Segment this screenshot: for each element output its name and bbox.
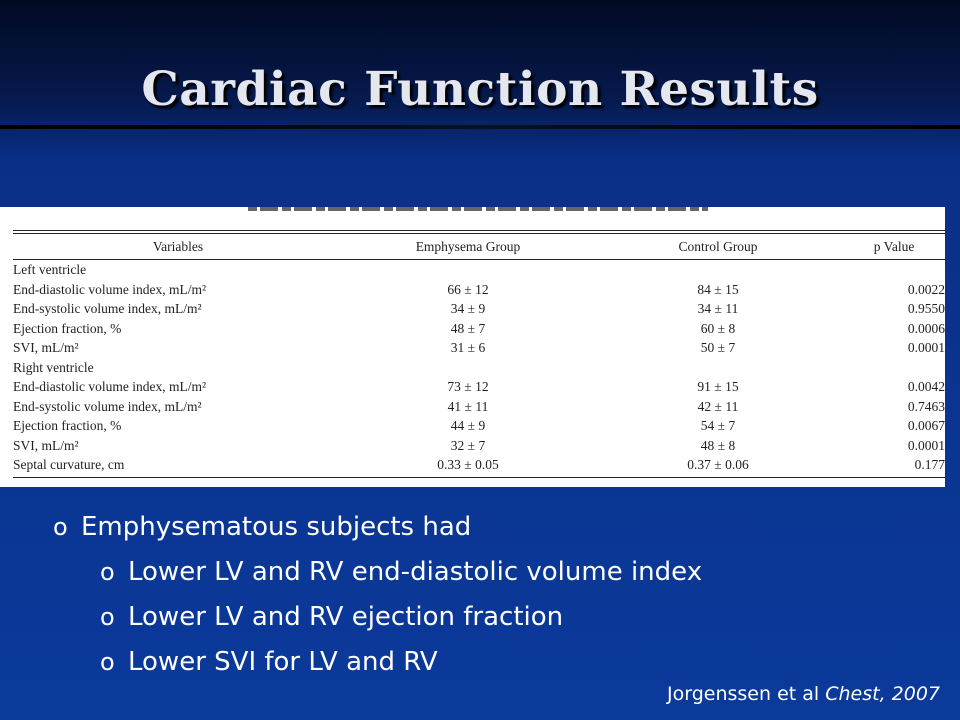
row-p-value: 0.0001 bbox=[907, 340, 945, 355]
table-top-rule-2 bbox=[13, 233, 945, 234]
bullet-list: o Emphysematous subjects had o Lower LV and… bbox=[53, 505, 703, 685]
row-p-value: 0.0022 bbox=[907, 281, 945, 297]
citation: Jorgenssen et al Chest, 2007 bbox=[667, 683, 940, 705]
row-control-value bbox=[593, 260, 843, 280]
bullet-text: Emphysematous subjects had bbox=[81, 512, 472, 542]
cropped-table-caption bbox=[248, 207, 708, 215]
row-control-value: 60 ± 8 bbox=[700, 320, 736, 336]
table-row: End-systolic volume index, mL/m² 41 ± 11 4… bbox=[13, 397, 945, 417]
row-control-value: 84 ± 15 bbox=[697, 281, 739, 297]
row-label: Left ventricle bbox=[13, 262, 87, 277]
row-emphysema-value: 73 ± 12 bbox=[447, 379, 489, 394]
bullet-marker-icon: o bbox=[100, 558, 115, 586]
sub-bullet-item: o Lower LV and RV ejection fraction bbox=[100, 595, 702, 640]
sub-bullet-item: o Lower SVI for LV and RV bbox=[100, 640, 702, 685]
row-label: Right ventricle bbox=[13, 359, 94, 375]
row-label: SVI, mL/m² bbox=[13, 340, 79, 355]
row-emphysema-value: 44 ± 9 bbox=[450, 418, 486, 433]
row-control-value: 0.37 ± 0.06 bbox=[687, 457, 749, 472]
row-emphysema-value: 0.33 ± 0.05 bbox=[437, 457, 499, 472]
row-p-value: 0.0042 bbox=[907, 379, 945, 394]
header-p-value: p Value bbox=[873, 239, 915, 255]
row-control-value: 42 ± 11 bbox=[697, 398, 739, 414]
table-row: End-diastolic volume index, mL/m² 66 ± 12… bbox=[13, 280, 945, 300]
table-row: End-systolic volume index, mL/m² 34 ± 9 34… bbox=[13, 299, 945, 319]
header-control-group: Control Group bbox=[678, 239, 758, 255]
row-control-value: 91 ± 15 bbox=[697, 379, 739, 394]
row-label: End-diastolic volume index, mL/m² bbox=[13, 281, 207, 297]
header-variables: Variables bbox=[152, 239, 204, 255]
row-label: Ejection fraction, % bbox=[13, 418, 122, 433]
row-emphysema-value: 34 ± 9 bbox=[450, 301, 486, 316]
row-label: Septal curvature, cm bbox=[13, 457, 125, 472]
row-emphysema-value: 66 ± 12 bbox=[447, 281, 489, 297]
row-label: End-systolic volume index, mL/m² bbox=[13, 301, 202, 316]
table-body: Left ventricle End-diastolic volume index… bbox=[13, 260, 945, 475]
row-emphysema-value bbox=[343, 358, 593, 378]
cardiac-function-table: Variables Emphysema Group Control Group … bbox=[13, 234, 945, 475]
bullet-marker-icon: o bbox=[100, 603, 115, 631]
row-label: SVI, mL/m² bbox=[13, 437, 79, 453]
bullet-text: Lower LV and RV ejection fraction bbox=[128, 602, 564, 632]
table-row: Right ventricle bbox=[13, 358, 945, 378]
header-emphysema-group: Emphysema Group bbox=[415, 239, 521, 255]
row-emphysema-value: 31 ± 6 bbox=[450, 340, 486, 355]
table-row: End-diastolic volume index, mL/m² 73 ± 12… bbox=[13, 377, 945, 397]
table-row: SVI, mL/m² 32 ± 7 48 ± 8 0.0001 bbox=[13, 436, 945, 456]
citation-journal: Chest, 2007 bbox=[825, 683, 940, 705]
table-header-row: Variables Emphysema Group Control Group … bbox=[13, 234, 945, 260]
row-emphysema-value: 48 ± 7 bbox=[450, 320, 486, 336]
row-p-value: 0.0067 bbox=[907, 418, 945, 433]
bullet-marker-icon: o bbox=[100, 648, 115, 676]
row-label: End-diastolic volume index, mL/m² bbox=[13, 379, 207, 394]
row-label: End-systolic volume index, mL/m² bbox=[13, 398, 202, 414]
results-table-figure: Variables Emphysema Group Control Group … bbox=[0, 207, 945, 487]
table-row: SVI, mL/m² 31 ± 6 50 ± 7 0.0001 bbox=[13, 338, 945, 358]
bullet-text: Lower LV and RV end-diastolic volume ind… bbox=[128, 557, 703, 587]
row-p-value: 0.177 bbox=[914, 457, 945, 472]
bullet-marker-icon: o bbox=[53, 513, 68, 541]
row-control-value: 54 ± 7 bbox=[700, 418, 736, 433]
row-emphysema-value: 41 ± 11 bbox=[447, 398, 489, 414]
citation-authors: Jorgenssen et al bbox=[667, 683, 820, 705]
row-p-value: 0.9550 bbox=[907, 301, 945, 316]
table-header-rule bbox=[13, 259, 945, 260]
row-control-value: 34 ± 11 bbox=[697, 301, 739, 316]
row-emphysema-value: 32 ± 7 bbox=[450, 437, 486, 453]
table-row: Ejection fraction, % 44 ± 9 54 ± 7 0.0067 bbox=[13, 416, 945, 436]
row-p-value: 0.0006 bbox=[907, 320, 945, 336]
row-p-value bbox=[843, 358, 945, 378]
row-control-value: 50 ± 7 bbox=[700, 340, 736, 355]
table-row: Septal curvature, cm 0.33 ± 0.05 0.37 ± 0.… bbox=[13, 455, 945, 475]
row-p-value: 0.0001 bbox=[907, 437, 945, 453]
table-top-rule bbox=[13, 230, 945, 231]
bullet-item: o Emphysematous subjects had bbox=[53, 505, 702, 550]
row-control-value: 48 ± 8 bbox=[700, 437, 736, 453]
slide-title: Cardiac Function Results bbox=[141, 62, 819, 117]
table-bottom-rule bbox=[13, 477, 945, 478]
table-row: Left ventricle bbox=[13, 260, 945, 280]
bullet-text: Lower SVI for LV and RV bbox=[128, 647, 438, 677]
row-p-value bbox=[843, 260, 945, 280]
row-control-value bbox=[593, 358, 843, 378]
row-label: Ejection fraction, % bbox=[13, 320, 122, 336]
row-p-value: 0.7463 bbox=[907, 398, 945, 414]
title-divider bbox=[0, 125, 960, 129]
table-row: Ejection fraction, % 48 ± 7 60 ± 8 0.0006 bbox=[13, 319, 945, 339]
sub-bullet-item: o Lower LV and RV end-diastolic volume in… bbox=[100, 550, 703, 595]
row-emphysema-value bbox=[343, 260, 593, 280]
